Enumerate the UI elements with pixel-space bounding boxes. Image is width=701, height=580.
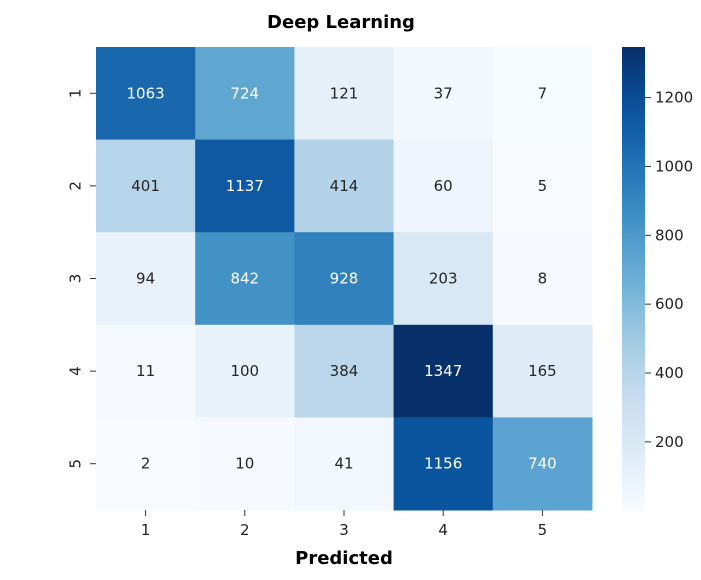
heatmap-cell-r3-c2 (195, 232, 295, 326)
cell-value-r5-c4: 1156 (424, 455, 462, 473)
colorbar-tick-label-600: 600 (655, 295, 684, 313)
heatmap-cell-r1-c4 (393, 47, 494, 141)
heatmap-cell-r4-c2 (195, 324, 295, 418)
x-tick-label-5: 5 (538, 521, 548, 539)
cell-value-r5-c5: 740 (528, 455, 557, 473)
cell-value-labels: 1063 724 121 37 7 401 1137 414 60 5 94 842 928 203 8 11… (127, 84, 557, 472)
cell-value-r1-c3: 121 (330, 84, 359, 102)
cell-value-r4-c1: 11 (136, 362, 155, 380)
cell-value-r5-c3: 41 (334, 455, 353, 473)
heatmap-cells (96, 47, 593, 511)
cell-value-r3-c4: 203 (429, 270, 458, 288)
cell-value-r5-c2: 10 (235, 455, 254, 473)
heatmap-cell-r3-c4 (393, 232, 494, 326)
chart-title: Deep Learning (267, 12, 415, 33)
heatmap-cell-r5-c3 (294, 417, 395, 511)
colorbar-tick-label-1200: 1200 (655, 89, 693, 107)
heatmap-cell-r5-c4 (393, 417, 494, 511)
cell-value-r2-c2: 1137 (226, 177, 264, 195)
heatmap-cell-r4-c5 (492, 324, 593, 418)
heatmap-cell-r1-c2 (195, 47, 295, 141)
heatmap-cell-r3-c3 (294, 232, 395, 326)
cell-value-r2-c1: 401 (131, 177, 160, 195)
y-tick-label-2: 2 (67, 181, 85, 191)
cell-value-r2-c3: 414 (330, 177, 359, 195)
cell-value-r1-c4: 37 (434, 84, 453, 102)
cell-value-r4-c2: 100 (230, 362, 259, 380)
x-axis-title: Predicted (295, 548, 393, 569)
x-tick-label-1: 1 (141, 521, 151, 539)
heatmap-cell-r2-c2 (195, 139, 295, 233)
x-tick-label-4: 4 (438, 521, 448, 539)
y-tick-label-4: 4 (67, 366, 85, 376)
y-tick-label-1: 1 (67, 89, 85, 99)
cell-value-r3-c2: 842 (230, 270, 259, 288)
heatmap-cell-r5-c2 (195, 417, 295, 511)
cell-value-r1-c1: 1063 (127, 84, 165, 102)
heatmap-cell-r1-c1 (96, 47, 196, 141)
cell-value-r1-c2: 724 (230, 84, 259, 102)
colorbar-tick-label-1000: 1000 (655, 157, 693, 175)
cell-value-r2-c4: 60 (434, 177, 453, 195)
heatmap-cell-r4-c1 (96, 324, 196, 418)
colorbar-gradient (622, 47, 645, 510)
cell-value-r5-c1: 2 (141, 455, 151, 473)
heatmap-cell-r5-c1 (96, 417, 196, 511)
heatmap-cell-r2-c1 (96, 139, 196, 233)
y-tick-label-5: 5 (67, 459, 85, 469)
colorbar-tick-label-800: 800 (655, 226, 684, 244)
cell-value-r3-c5: 8 (538, 270, 548, 288)
colorbar-tick-label-400: 400 (655, 364, 684, 382)
y-axis-ticks: 1 2 3 4 5 (67, 89, 96, 469)
heatmap-cell-r2-c5 (492, 139, 593, 233)
cell-value-r4-c5: 165 (528, 362, 557, 380)
x-axis-ticks: 1 2 3 4 5 (141, 510, 547, 539)
cell-value-r3-c1: 94 (136, 270, 155, 288)
heatmap-cell-r3-c1 (96, 232, 196, 326)
cell-value-r3-c3: 928 (330, 270, 359, 288)
cell-value-r4-c3: 384 (330, 362, 359, 380)
x-tick-label-2: 2 (240, 521, 250, 539)
heatmap-cell-r4-c4 (393, 324, 494, 418)
cell-value-r2-c5: 5 (538, 177, 548, 195)
heatmap-cell-r2-c3 (294, 139, 395, 233)
colorbar: 200 400 600 800 1000 1200 (622, 47, 693, 510)
heatmap-cell-r5-c5 (492, 417, 593, 511)
x-tick-label-3: 3 (339, 521, 349, 539)
heatmap-cell-r3-c5 (492, 232, 593, 326)
heatmap-cell-r4-c3 (294, 324, 395, 418)
colorbar-tick-label-200: 200 (655, 433, 684, 451)
heatmap-cell-r1-c3 (294, 47, 395, 141)
cell-value-r4-c4: 1347 (424, 362, 462, 380)
y-tick-label-3: 3 (67, 274, 85, 284)
heatmap-cell-r1-c5 (492, 47, 593, 141)
heatmap-cell-r2-c4 (393, 139, 494, 233)
cell-value-r1-c5: 7 (538, 84, 548, 102)
